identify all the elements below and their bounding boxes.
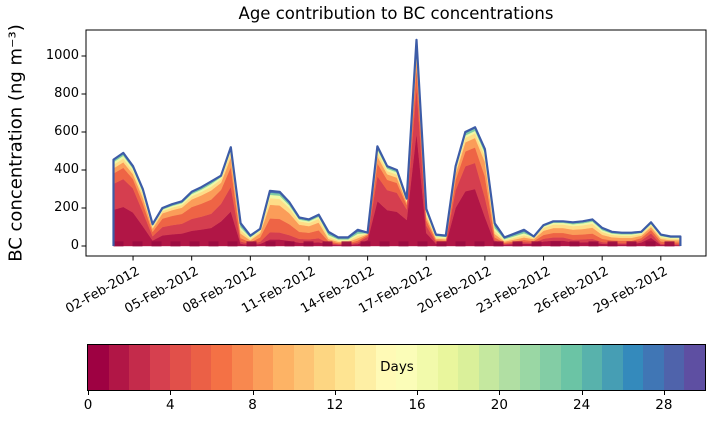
- colorbar-tick-label: 16: [408, 397, 426, 413]
- colorbar-segment: [149, 345, 171, 390]
- colorbar-segment: [375, 345, 397, 390]
- total-line: [112, 38, 682, 246]
- colorbar-tick: [170, 391, 172, 395]
- colorbar-segment: [293, 345, 315, 390]
- colorbar-segment: [622, 345, 644, 390]
- y-tick-label: 800: [54, 86, 79, 101]
- colorbar-segment: [437, 345, 459, 390]
- colorbar-segment: [355, 345, 376, 390]
- colorbar-segment: [417, 345, 438, 390]
- colorbar-segment: [273, 345, 294, 390]
- colorbar-segment: [663, 345, 685, 390]
- colorbar-segment: [581, 345, 603, 390]
- colorbar-segment: [334, 345, 356, 390]
- colorbar-segment: [190, 345, 212, 390]
- colorbar-segment: [170, 345, 191, 390]
- colorbar-tick-label: 20: [490, 397, 508, 413]
- colorbar-segment: [88, 345, 109, 390]
- colorbar-segment: [499, 345, 520, 390]
- colorbar: [87, 344, 706, 391]
- colorbar-tick: [663, 391, 665, 395]
- colorbar-segment: [458, 345, 479, 390]
- colorbar-tick-label: 24: [573, 397, 591, 413]
- colorbar-segment: [396, 345, 417, 390]
- plot-spines: [85, 29, 707, 257]
- colorbar-segment: [540, 345, 561, 390]
- colorbar-tick: [417, 391, 419, 395]
- colorbar-tick-label: 28: [655, 397, 673, 413]
- colorbar-tick: [88, 391, 89, 395]
- colorbar-segment: [231, 345, 253, 390]
- colorbar-tick-label: 8: [248, 397, 257, 413]
- colorbar-segment: [560, 345, 582, 390]
- y-tick-label: 200: [54, 200, 79, 215]
- colorbar-segment: [643, 345, 664, 390]
- colorbar-segment: [211, 345, 232, 390]
- y-tick-label: 0: [70, 238, 79, 253]
- colorbar-tick: [581, 391, 583, 395]
- colorbar-segment: [519, 345, 541, 390]
- colorbar-label: Days: [380, 359, 414, 375]
- y-tick-label: 600: [54, 124, 79, 139]
- colorbar-tick-label: 0: [83, 397, 93, 413]
- colorbar-segment: [314, 345, 335, 390]
- colorbar-segment: [129, 345, 150, 390]
- colorbar-segment: [108, 345, 130, 390]
- y-tick-label: 1000: [45, 48, 79, 63]
- colorbar-tick: [252, 391, 254, 395]
- colorbar-tick: [499, 391, 501, 395]
- colorbar-segment: [478, 345, 500, 390]
- colorbar-segment: [602, 345, 623, 390]
- colorbar-tick-label: 4: [165, 397, 175, 413]
- colorbar-segment: [684, 345, 705, 390]
- colorbar-tick-label: 12: [326, 397, 344, 413]
- y-tick-label: 400: [54, 162, 79, 177]
- colorbar-segment: [252, 345, 274, 390]
- chart-title: Age contribution to BC concentrations: [238, 4, 554, 23]
- colorbar-tick: [334, 391, 336, 395]
- y-axis-label: BC concentration (ng m⁻³): [5, 24, 27, 262]
